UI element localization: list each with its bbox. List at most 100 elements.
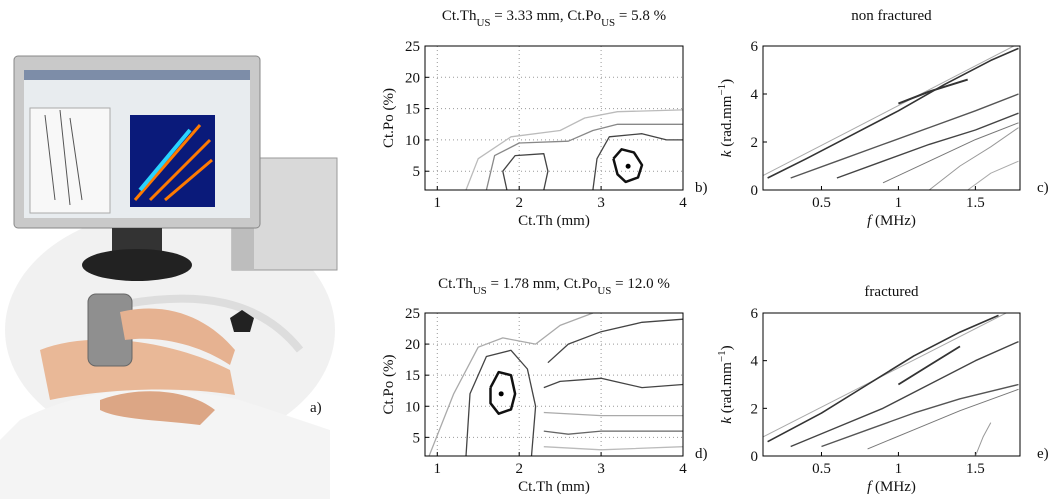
contour-line xyxy=(612,148,644,184)
estimate-point xyxy=(625,163,631,169)
chart-title-part: US xyxy=(601,17,615,29)
chart-title-part: = 5.8 % xyxy=(615,8,666,24)
screen-signal xyxy=(29,107,111,214)
chart-title-part: = 1.78 mm, Ct.Po xyxy=(487,276,598,292)
contour-line xyxy=(428,313,594,456)
dispersion-curve xyxy=(967,160,1019,190)
x-axis-label-part: f xyxy=(867,213,873,229)
x-tick-label: 0.5 xyxy=(812,461,831,477)
y-tick-label: 25 xyxy=(405,306,420,322)
x-axis-label: Ct.Th (mm) xyxy=(518,479,590,495)
axes-frame xyxy=(424,312,684,457)
x-axis-label-part: (MHz) xyxy=(871,213,916,229)
axes-frame xyxy=(762,45,1021,191)
photo xyxy=(0,0,345,499)
chart: non fractured 0.5 1 1.5 0 2 4 6 f (MHz) k (rad.mm… xyxy=(716,8,1049,229)
contour-line xyxy=(543,430,683,435)
x-tick-label: 1 xyxy=(895,195,903,211)
dispersion-curve xyxy=(821,383,1019,448)
dispersion-curve xyxy=(763,313,1007,438)
panel-label: c) xyxy=(1037,180,1049,196)
plot-area xyxy=(763,46,1019,190)
dispersion-curve xyxy=(974,422,992,456)
x-tick-label: 1.5 xyxy=(966,461,985,477)
y-tick-label: 10 xyxy=(405,133,420,149)
chart-title: Ct.ThUS = 3.33 mm, Ct.PoUS = 5.8 % xyxy=(442,8,666,29)
x-tick-label: 3 xyxy=(597,461,605,477)
y-axis-label: k (rad.mm−1) xyxy=(716,79,735,157)
estimate-point xyxy=(498,391,504,397)
y-axis-label: Ct.Po (%) xyxy=(381,88,397,148)
heatmap-ridge xyxy=(138,128,192,192)
y-axis-label-part: −1 xyxy=(716,350,728,362)
chart-title-part: US xyxy=(597,285,611,297)
y-tick-label: 0 xyxy=(751,183,759,199)
contour-line xyxy=(543,377,683,389)
x-tick-label: 0.5 xyxy=(812,195,831,211)
monitor-base xyxy=(82,249,192,281)
y-tick-label: 5 xyxy=(413,430,421,446)
x-axis-label: Ct.Th (mm) xyxy=(518,213,590,229)
y-tick-label: 6 xyxy=(751,306,759,322)
x-tick-label: 1 xyxy=(895,461,903,477)
hand xyxy=(100,391,215,425)
x-axis-label-part: f xyxy=(867,479,873,495)
chart-title: non fractured xyxy=(851,8,932,24)
y-tick-label: 5 xyxy=(413,164,421,180)
x-tick-label: 4 xyxy=(679,461,687,477)
contour-line xyxy=(592,133,683,190)
plot-area xyxy=(763,313,1019,456)
x-axis-label: f (MHz) xyxy=(867,479,916,495)
coat-sleeve xyxy=(0,389,330,499)
y-axis-label-part: (rad.mm xyxy=(719,362,735,417)
y-tick-label: 15 xyxy=(405,102,420,118)
x-tick-label: 3 xyxy=(597,195,605,211)
y-axis-label: k (rad.mm−1) xyxy=(716,345,735,423)
panel-label: a) xyxy=(310,400,322,416)
y-axis-label-part: −1 xyxy=(716,84,728,96)
chart: fractured 0.5 1 1.5 0 2 4 6 f (MHz) k (rad.mm−1) e… xyxy=(716,284,1049,495)
axes-frame xyxy=(762,312,1021,457)
chart-title-part: Ct.Th xyxy=(438,276,473,292)
y-tick-label: 15 xyxy=(405,368,420,384)
x-tick-label: 1 xyxy=(434,195,442,211)
screen-titlebar xyxy=(24,70,250,80)
dispersion-curve xyxy=(897,345,961,386)
panel-label: b) xyxy=(695,180,708,196)
y-tick-label: 10 xyxy=(405,399,420,415)
y-axis-label-part: k xyxy=(719,417,735,424)
chart-title-part: = 3.33 mm, Ct.Po xyxy=(491,8,602,24)
contour-line xyxy=(489,370,517,415)
chart-title: Ct.ThUS = 1.78 mm, Ct.PoUS = 12.0 % xyxy=(438,276,670,297)
dispersion-curve xyxy=(790,93,1019,179)
contour-line xyxy=(543,411,683,417)
contour-line xyxy=(547,318,683,364)
y-tick-label: 2 xyxy=(751,401,759,417)
y-tick-label: 25 xyxy=(405,39,420,55)
x-tick-label: 1.5 xyxy=(966,195,985,211)
panel-label: d) xyxy=(695,446,708,462)
dispersion-curve xyxy=(882,122,1019,184)
y-tick-label: 6 xyxy=(751,39,759,55)
contour-line xyxy=(465,349,537,456)
dispersion-curve xyxy=(836,112,1019,179)
dispersion-curve xyxy=(867,388,1019,450)
y-tick-label: 2 xyxy=(751,135,759,151)
y-tick-label: 4 xyxy=(751,87,759,103)
chart-title-part: = 12.0 % xyxy=(611,276,669,292)
dispersion-curve xyxy=(763,46,1015,177)
signal-traces xyxy=(44,109,83,206)
y-axis-label-part: k xyxy=(719,150,735,157)
x-tick-label: 2 xyxy=(515,195,523,211)
y-axis-label-part: ) xyxy=(719,345,735,350)
chart: Ct.ThUS = 1.78 mm, Ct.PoUS = 12.0 %1 2 3 45… xyxy=(381,276,708,495)
x-axis-label: f (MHz) xyxy=(867,213,916,229)
y-tick-label: 20 xyxy=(405,70,420,86)
contour-line xyxy=(543,446,683,451)
x-tick-label: 2 xyxy=(515,461,523,477)
chart-title-part: US xyxy=(476,17,490,29)
holding-hand xyxy=(120,308,235,365)
contour-line xyxy=(502,153,549,190)
chart-title-part: US xyxy=(473,285,487,297)
